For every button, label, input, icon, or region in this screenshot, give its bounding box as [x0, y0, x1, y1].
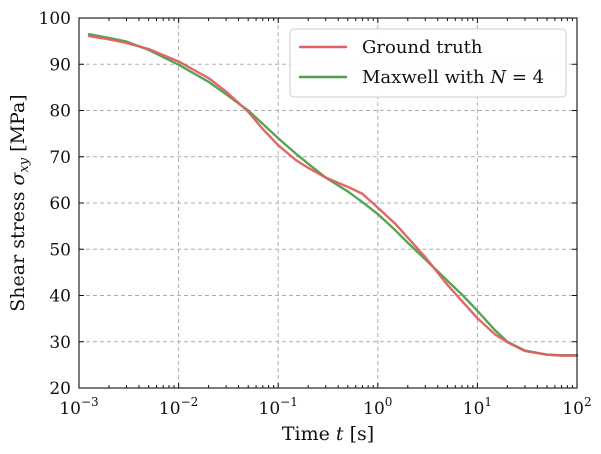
y-tick-label: 90 [49, 55, 71, 75]
y-tick-label: 50 [49, 240, 71, 260]
x-tick-label: 102 [562, 395, 591, 419]
x-tick-label: 10−1 [259, 395, 298, 419]
y-tick-label: 60 [49, 194, 71, 214]
x-axis-label: Time t [s] [282, 423, 374, 445]
grid [79, 18, 577, 388]
x-tick-label: 10−3 [59, 395, 98, 419]
x-tick-label: 10−2 [159, 395, 198, 419]
legend-label-ground-truth: Ground truth [362, 37, 483, 58]
ticks [78, 17, 578, 389]
series-line-maxwell [87, 32, 579, 357]
y-axis-label: Shear stress σxy [MPa] [7, 94, 32, 311]
y-tick-label: 30 [49, 333, 71, 353]
x-tick-label: 101 [463, 395, 492, 419]
x-tick-labels: 10−3 10−2 10−1 100 101 102 [59, 395, 591, 419]
y-tick-label: 40 [49, 287, 71, 307]
y-tick-label: 70 [49, 148, 71, 168]
legend-box [289, 28, 567, 98]
x-tick-label: 100 [363, 395, 392, 419]
y-tick-label: 20 [49, 379, 71, 399]
y-tick-label: 80 [49, 102, 71, 122]
y-tick-label: 100 [39, 9, 71, 29]
series-line-ground-truth [87, 34, 579, 357]
y-tick-labels: 20 30 40 50 60 70 80 90 100 [39, 9, 71, 399]
legend-label-maxwell: Maxwell with N = 4 [362, 67, 544, 88]
legend: Ground truth Maxwell with N = 4 [289, 28, 567, 98]
series-layer [87, 32, 579, 357]
